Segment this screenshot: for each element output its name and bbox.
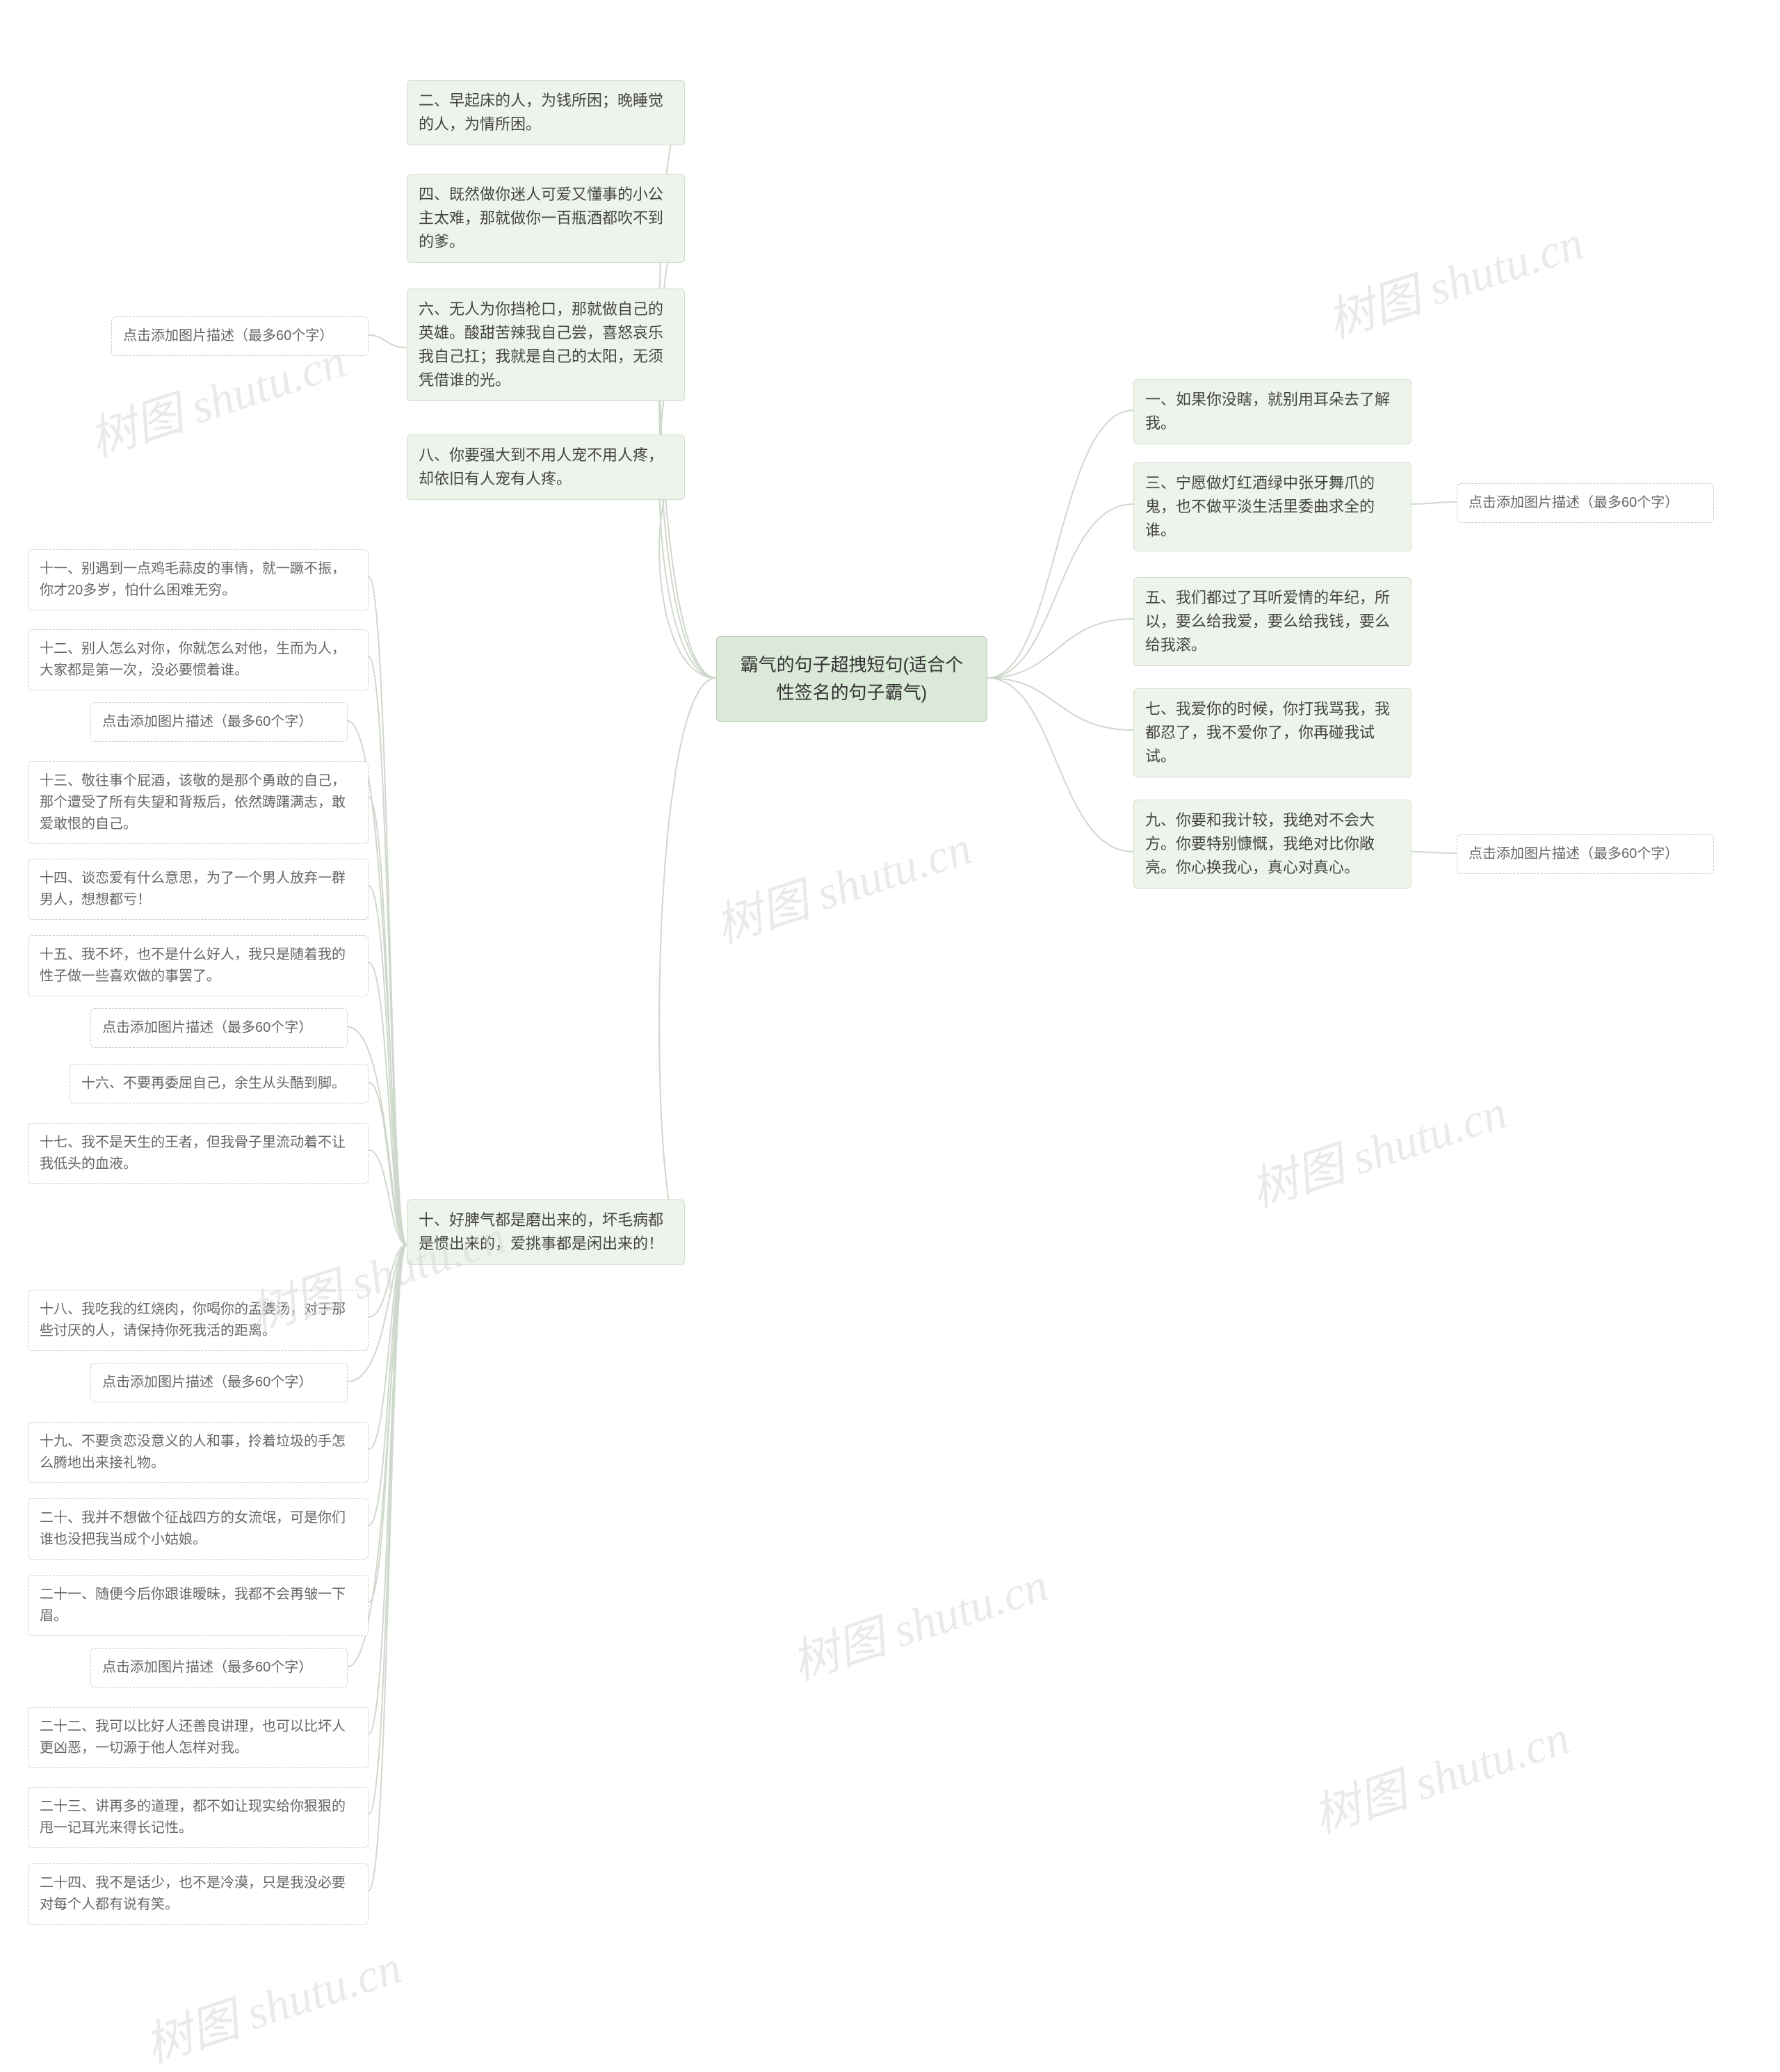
- branch-r1[interactable]: 一、如果你没瞎，就别用耳朵去了解我。: [1133, 379, 1411, 444]
- leaf-s18[interactable]: 十八、我吃我的红烧肉，你喝你的孟婆汤，对于那些讨厌的人，请保持你死我活的距离。: [28, 1290, 369, 1351]
- branch-l4[interactable]: 四、既然做你迷人可爱又懂事的小公主太难，那就做你一百瓶酒都吹不到的爹。: [407, 174, 685, 263]
- leaf-s16[interactable]: 十六、不要再委屈自己，余生从头酷到脚。: [70, 1064, 369, 1103]
- branch-r3[interactable]: 三、宁愿做灯红酒绿中张牙舞爪的鬼，也不做平淡生活里委曲求全的谁。: [1133, 462, 1411, 551]
- branch-l8[interactable]: 八、你要强大到不用人宠不用人疼，却依旧有人宠有人疼。: [407, 435, 685, 500]
- branch-l6[interactable]: 六、无人为你挡枪口，那就做自己的英雄。酸甜苦辣我自己尝，喜怒哀乐我自己扛；我就是…: [407, 289, 685, 401]
- leaf-s15[interactable]: 十五、我不坏，也不是什么好人，我只是随着我的性子做一些喜欢做的事罢了。: [28, 935, 369, 996]
- watermark: 树图 shutu.cn: [1303, 1699, 1576, 1846]
- branch-l2[interactable]: 二、早起床的人，为钱所困；晚睡觉的人，为情所困。: [407, 80, 685, 145]
- root-node[interactable]: 霸气的句子超拽短句(适合个性签名的句子霸气): [716, 636, 987, 722]
- leaf-s24[interactable]: 二十四、我不是话少，也不是冷漠，只是我没必要对每个人都有说有笑。: [28, 1863, 369, 1925]
- placeholder-leaf-s21[interactable]: 点击添加图片描述（最多60个字）: [90, 1648, 348, 1687]
- leaf-s23[interactable]: 二十三、讲再多的道理，都不如让现实给你狠狠的甩一记耳光来得长记性。: [28, 1787, 369, 1848]
- watermark: 树图 shutu.cn: [782, 1546, 1055, 1693]
- watermark: 树图 shutu.cn: [1240, 1073, 1514, 1220]
- watermark: 树图 shutu.cn: [705, 809, 978, 956]
- branch-r9[interactable]: 九、你要和我计较，我绝对不会大方。你要特别慷慨，我绝对比你敞亮。你心换我心，真心…: [1133, 800, 1411, 889]
- watermark: 树图 shutu.cn: [135, 1928, 408, 2072]
- leaf-s19[interactable]: 十九、不要贪恋没意义的人和事，拎着垃圾的手怎么腾地出来接礼物。: [28, 1422, 369, 1483]
- placeholder-leaf-r9[interactable]: 点击添加图片描述（最多60个字）: [1457, 834, 1714, 874]
- leaf-s20[interactable]: 二十、我并不想做个征战四方的女流氓，可是你们谁也没把我当成个小姑娘。: [28, 1498, 369, 1560]
- placeholder-leaf-s18[interactable]: 点击添加图片描述（最多60个字）: [90, 1363, 348, 1402]
- leaf-s13[interactable]: 十三、敬往事个屁酒，该敬的是那个勇敢的自己，那个遭受了所有失望和背叛后，依然踌躇…: [28, 761, 369, 844]
- placeholder-leaf-r3[interactable]: 点击添加图片描述（最多60个字）: [1457, 483, 1714, 523]
- mindmap-canvas: 霸气的句子超拽短句(适合个性签名的句子霸气) 一、如果你没瞎，就别用耳朵去了解我…: [0, 0, 1780, 2072]
- placeholder-leaf-s15[interactable]: 点击添加图片描述（最多60个字）: [90, 1008, 348, 1048]
- leaf-s22[interactable]: 二十二、我可以比好人还善良讲理，也可以比坏人更凶恶，一切源于他人怎样对我。: [28, 1707, 369, 1768]
- placeholder-leaf-s12[interactable]: 点击添加图片描述（最多60个字）: [90, 702, 348, 742]
- watermark: 树图 shutu.cn: [1317, 204, 1590, 351]
- branch-r7[interactable]: 七、我爱你的时候，你打我骂我，我都忍了，我不爱你了，你再碰我试试。: [1133, 688, 1411, 777]
- branch-l10[interactable]: 十、好脾气都是磨出来的，坏毛病都是惯出来的，爱挑事都是闲出来的！: [407, 1199, 685, 1265]
- leaf-s21[interactable]: 二十一、随便今后你跟谁暧昧，我都不会再皱一下眉。: [28, 1575, 369, 1636]
- leaf-s17[interactable]: 十七、我不是天生的王者，但我骨子里流动着不让我低头的血液。: [28, 1123, 369, 1184]
- leaf-s12[interactable]: 十二、别人怎么对你，你就怎么对他，生而为人，大家都是第一次，没必要惯着谁。: [28, 629, 369, 690]
- leaf-s14[interactable]: 十四、谈恋爱有什么意思，为了一个男人放弃一群男人，想想都亏！: [28, 859, 369, 920]
- leaf-s11[interactable]: 十一、别遇到一点鸡毛蒜皮的事情，就一蹶不振，你才20多岁，怕什么困难无穷。: [28, 549, 369, 610]
- placeholder-leaf-l6[interactable]: 点击添加图片描述（最多60个字）: [111, 316, 369, 356]
- branch-r5[interactable]: 五、我们都过了耳听爱情的年纪，所以，要么给我爱，要么给我钱，要么给我滚。: [1133, 577, 1411, 666]
